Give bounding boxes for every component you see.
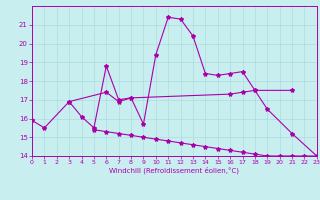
X-axis label: Windchill (Refroidissement éolien,°C): Windchill (Refroidissement éolien,°C)	[109, 167, 239, 174]
